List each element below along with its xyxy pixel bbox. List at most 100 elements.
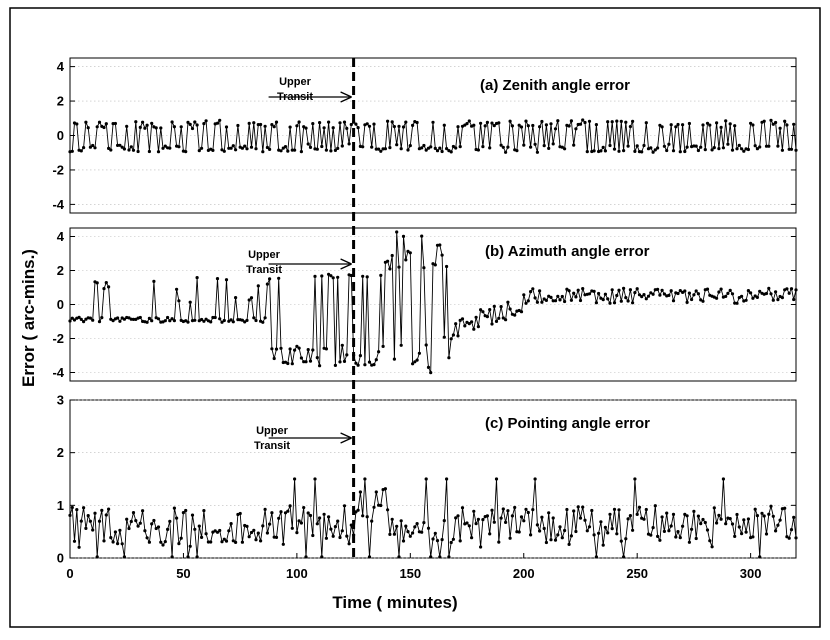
x-tick-label: 300 [740,566,762,581]
data-point [358,354,362,358]
data-point [615,293,619,298]
data-point [302,125,306,129]
data-point [401,539,406,543]
data-point [642,517,646,521]
data-point [678,150,682,154]
data-point [79,149,83,153]
data-point [792,297,796,302]
data-point [513,313,517,317]
data-point [762,514,766,518]
data-point [315,356,319,360]
data-point [417,351,421,355]
data-point [687,121,692,126]
data-point [538,125,542,129]
data-point [499,305,503,309]
data-point [141,509,145,513]
data-point [268,277,272,281]
data-point [240,318,244,322]
data-point [240,146,244,150]
data-point [204,119,208,123]
x-tick-label: 150 [399,566,421,581]
data-point [327,515,331,519]
data-point [635,512,639,517]
data-point [626,517,630,521]
data-point [118,319,122,323]
data-point [84,526,88,531]
data-point [156,317,161,321]
data-point [122,555,126,559]
data-point [470,536,474,540]
data-point [116,542,120,546]
data-point [422,266,426,270]
data-point [388,267,392,271]
data-point [399,147,403,151]
data-point [653,504,657,508]
data-point [168,519,172,524]
data-point [426,365,431,369]
data-point [97,519,102,523]
data-point [86,126,90,130]
arrow-head [340,91,352,103]
y-tick-label: 2 [57,263,64,278]
data-point [728,122,732,126]
data-point [776,523,780,527]
data-point [91,318,95,322]
data-point [70,505,74,510]
panel-azimuth-series [68,230,798,375]
data-point [612,507,617,511]
data-point [415,522,419,526]
data-point [767,286,771,290]
data-point [717,290,721,294]
data-point [240,540,244,544]
data-point [569,119,574,123]
data-point [744,298,748,302]
data-point [322,512,326,516]
data-point [247,298,251,302]
data-point [572,143,576,147]
data-point [261,320,265,324]
data-point [631,119,635,123]
data-point [728,517,732,521]
data-point [755,295,760,299]
data-point [315,147,319,151]
data-point [188,544,192,548]
data-point [794,288,798,292]
data-point [551,516,555,520]
data-point [472,327,476,331]
data-point [256,284,260,288]
data-point [154,126,158,130]
data-point [308,359,313,363]
data-point [774,529,778,533]
data-point [175,516,179,520]
data-point [188,122,192,126]
data-point [519,515,524,519]
data-point [390,253,394,258]
data-point [336,519,340,523]
panel-azimuth-upper-label: Upper [248,249,281,261]
data-point [576,505,580,509]
data-point [390,517,394,521]
panel-pointing-transit-arrow [268,432,352,444]
data-point [753,507,757,511]
data-point [324,148,328,152]
data-point [261,524,265,528]
data-point [789,147,794,151]
data-point [510,514,514,518]
data-point [526,299,530,303]
data-point [492,124,496,128]
data-point [131,317,136,321]
data-point [667,142,671,146]
data-point [744,530,748,534]
data-point [522,143,526,147]
data-point [270,511,274,515]
data-point [599,296,603,300]
data-point [764,144,769,148]
data-point [492,520,496,524]
data-point [592,149,596,153]
data-point [104,281,108,285]
data-point [268,522,272,526]
data-point [315,522,319,526]
panel-zenith-upper-label: Upper [279,76,312,88]
data-point [265,531,269,535]
